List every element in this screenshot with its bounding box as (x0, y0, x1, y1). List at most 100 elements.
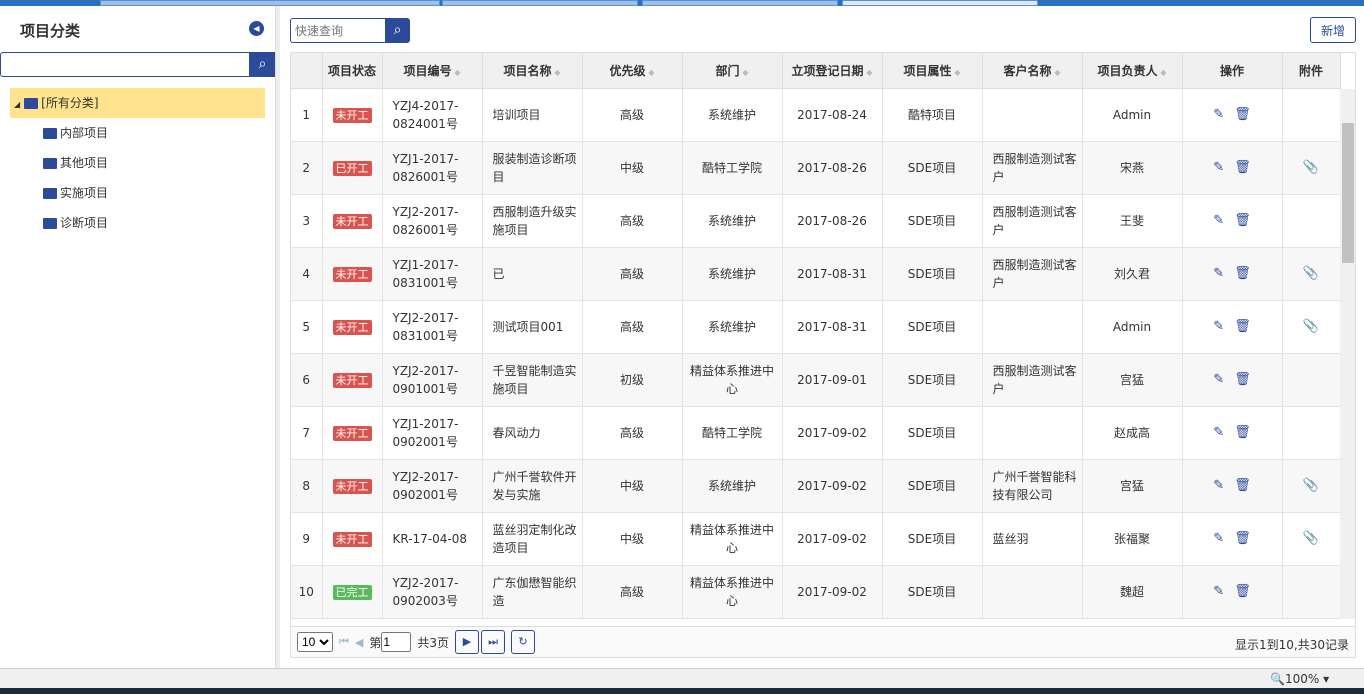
page-size-select[interactable]: 10 (297, 632, 333, 652)
edit-icon[interactable]: ✎ (1213, 425, 1225, 440)
quick-search-input[interactable] (290, 18, 386, 43)
collapse-icon[interactable]: ◀ (249, 21, 264, 36)
category-search-input[interactable] (0, 52, 250, 77)
attachment-icon[interactable]: 📎 (1302, 478, 1320, 493)
next-page-button[interactable]: ▶ (455, 630, 480, 654)
attachment-icon[interactable]: 📎 (1302, 266, 1320, 281)
tree-node[interactable]: 内部项目 (10, 118, 265, 148)
table-cell: 已开工 (322, 141, 383, 195)
actions-cell: ✎ 🗑 (1182, 353, 1283, 407)
tree-node[interactable]: 诊断项目 (10, 208, 265, 238)
tree-node-all[interactable]: ◢ [所有分类] (10, 88, 265, 118)
add-button[interactable]: 新增 (1310, 17, 1356, 43)
tree-node[interactable]: 实施项目 (10, 178, 265, 208)
expand-icon[interactable]: ◢ (14, 100, 21, 109)
delete-icon[interactable]: 🗑 (1234, 372, 1251, 387)
column-header[interactable]: 项目负责人 ◆ (1082, 53, 1183, 89)
table-row[interactable]: 10 已完工 YZJ2-2017-0902003号 广东伽懋智能织造 高级 精益体系推进中… (291, 565, 1341, 619)
table-cell: 蓝丝羽 (982, 512, 1083, 566)
column-header[interactable]: 项目名称 ◆ (482, 53, 583, 89)
delete-icon[interactable]: 🗑 (1234, 266, 1251, 281)
table-cell: 高级 (582, 300, 683, 354)
attachment-icon[interactable]: 📎 (1302, 319, 1320, 334)
column-header[interactable]: 项目编号 ◆ (382, 53, 483, 89)
page-number-input[interactable] (381, 632, 412, 652)
table-cell: YZJ1-2017-0826001号 (382, 141, 483, 195)
table-row[interactable]: 9 未开工 KR-17-04-08 蓝丝羽定制化改造项目 中级 精益体系推进中心 2017-… (291, 512, 1341, 566)
folder-icon (43, 188, 57, 199)
table-cell: 2017-08-24 (782, 88, 883, 142)
table-cell: 未开工 (322, 247, 383, 301)
column-header[interactable]: 优先级 ◆ (582, 53, 683, 89)
delete-icon[interactable]: 🗑 (1234, 584, 1251, 599)
sort-icon[interactable]: ◆ (551, 67, 561, 77)
search-icon[interactable]: ⌕ (385, 18, 410, 43)
delete-icon[interactable]: 🗑 (1234, 478, 1251, 493)
table-cell: 未开工 (322, 406, 383, 460)
column-header[interactable]: 项目属性 ◆ (882, 53, 983, 89)
table-row[interactable]: 1 未开工 YZJ4-2017-0824001号 培训项目 高级 系统维护 2017-08-… (291, 88, 1341, 142)
column-header: 项目状态 (322, 53, 383, 89)
delete-icon[interactable]: 🗑 (1234, 107, 1251, 122)
tree-node[interactable]: 其他项目 (10, 148, 265, 178)
edit-icon[interactable]: ✎ (1213, 372, 1225, 387)
actions-cell: ✎ 🗑 (1182, 194, 1283, 248)
browser-tab[interactable] (642, 0, 838, 6)
table-row[interactable]: 5 未开工 YZJ2-2017-0831001号 测试项目001 高级 系统维护 2017-… (291, 300, 1341, 354)
delete-icon[interactable]: 🗑 (1234, 160, 1251, 175)
column-header: 附件 (1282, 53, 1341, 89)
status-badge: 未开工 (332, 107, 372, 123)
sort-icon[interactable]: ◆ (1157, 67, 1167, 77)
sort-icon[interactable]: ◆ (863, 67, 873, 77)
edit-icon[interactable]: ✎ (1213, 213, 1225, 228)
table-cell: 中级 (582, 141, 683, 195)
attachment-cell (1282, 88, 1341, 142)
attachment-icon[interactable]: 📎 (1302, 160, 1320, 175)
splitter[interactable] (276, 6, 280, 668)
sort-icon[interactable]: ◆ (951, 67, 961, 77)
sort-icon[interactable]: ◆ (451, 67, 461, 77)
browser-tab[interactable] (842, 0, 1038, 6)
sort-icon[interactable]: ◆ (1051, 67, 1061, 77)
prev-page-icon[interactable]: ◀ (354, 635, 364, 649)
column-header[interactable]: 部门 ◆ (682, 53, 783, 89)
table-cell: SDE项目 (882, 141, 983, 195)
delete-icon[interactable]: 🗑 (1234, 213, 1251, 228)
sort-icon[interactable]: ◆ (645, 67, 655, 77)
table-row[interactable]: 4 未开工 YZJ1-2017-0831001号已高级 系统维护 2017-08-31 S… (291, 247, 1341, 301)
last-page-button[interactable]: ⏭ (481, 630, 506, 654)
zoom-level[interactable]: 🔍100% ▾ (1270, 672, 1330, 686)
edit-icon[interactable]: ✎ (1213, 160, 1225, 175)
edit-icon[interactable]: ✎ (1213, 584, 1225, 599)
table-cell: SDE项目 (882, 300, 983, 354)
edit-icon[interactable]: ✎ (1213, 478, 1225, 493)
edit-icon[interactable]: ✎ (1213, 319, 1225, 334)
table-row[interactable]: 2 已开工 YZJ1-2017-0826001号 服装制造诊断项目 中级 酷特工学院 201… (291, 141, 1341, 195)
sort-icon[interactable]: ◆ (739, 67, 749, 77)
delete-icon[interactable]: 🗑 (1234, 531, 1251, 546)
table-row[interactable]: 3 未开工 YZJ2-2017-0826001号 西服制造升级实施项目 高级 系统维护 20… (291, 194, 1341, 248)
table-row[interactable]: 7 未开工 YZJ1-2017-0902001号 春风动力 高级 酷特工学院 2017-09… (291, 406, 1341, 460)
edit-icon[interactable]: ✎ (1213, 107, 1225, 122)
table-row[interactable]: 6 未开工 YZJ2-2017-0901001号 千昱智能制造实施项目 初级 精益体系推进… (291, 353, 1341, 407)
record-info: 显示1到10,共30记录 (1235, 638, 1349, 652)
table-cell: SDE项目 (882, 512, 983, 566)
edit-icon[interactable]: ✎ (1213, 266, 1225, 281)
refresh-button[interactable]: ↻ (511, 630, 536, 654)
browser-tab-bar (0, 0, 1364, 6)
table-row[interactable]: 8 未开工 YZJ2-2017-0902001号 广州千誉软件开发与实施 中级 系统维护 2… (291, 459, 1341, 513)
column-header[interactable]: 客户名称 ◆ (982, 53, 1083, 89)
vertical-scrollbar[interactable] (1340, 89, 1355, 619)
delete-icon[interactable]: 🗑 (1234, 319, 1251, 334)
edit-icon[interactable]: ✎ (1213, 531, 1225, 546)
browser-tab[interactable] (100, 0, 440, 6)
delete-icon[interactable]: 🗑 (1234, 425, 1251, 440)
table-cell: YZJ1-2017-0902001号 (382, 406, 483, 460)
scrollbar-thumb[interactable] (1342, 123, 1354, 263)
attachment-icon[interactable]: 📎 (1302, 531, 1320, 546)
search-icon[interactable]: ⌕ (250, 52, 275, 77)
browser-tab[interactable] (442, 0, 638, 6)
first-page-icon[interactable]: ⏮ (339, 635, 349, 648)
attachment-cell: 📎 (1282, 141, 1341, 195)
column-header[interactable]: 立项登记日期 ◆ (782, 53, 883, 89)
